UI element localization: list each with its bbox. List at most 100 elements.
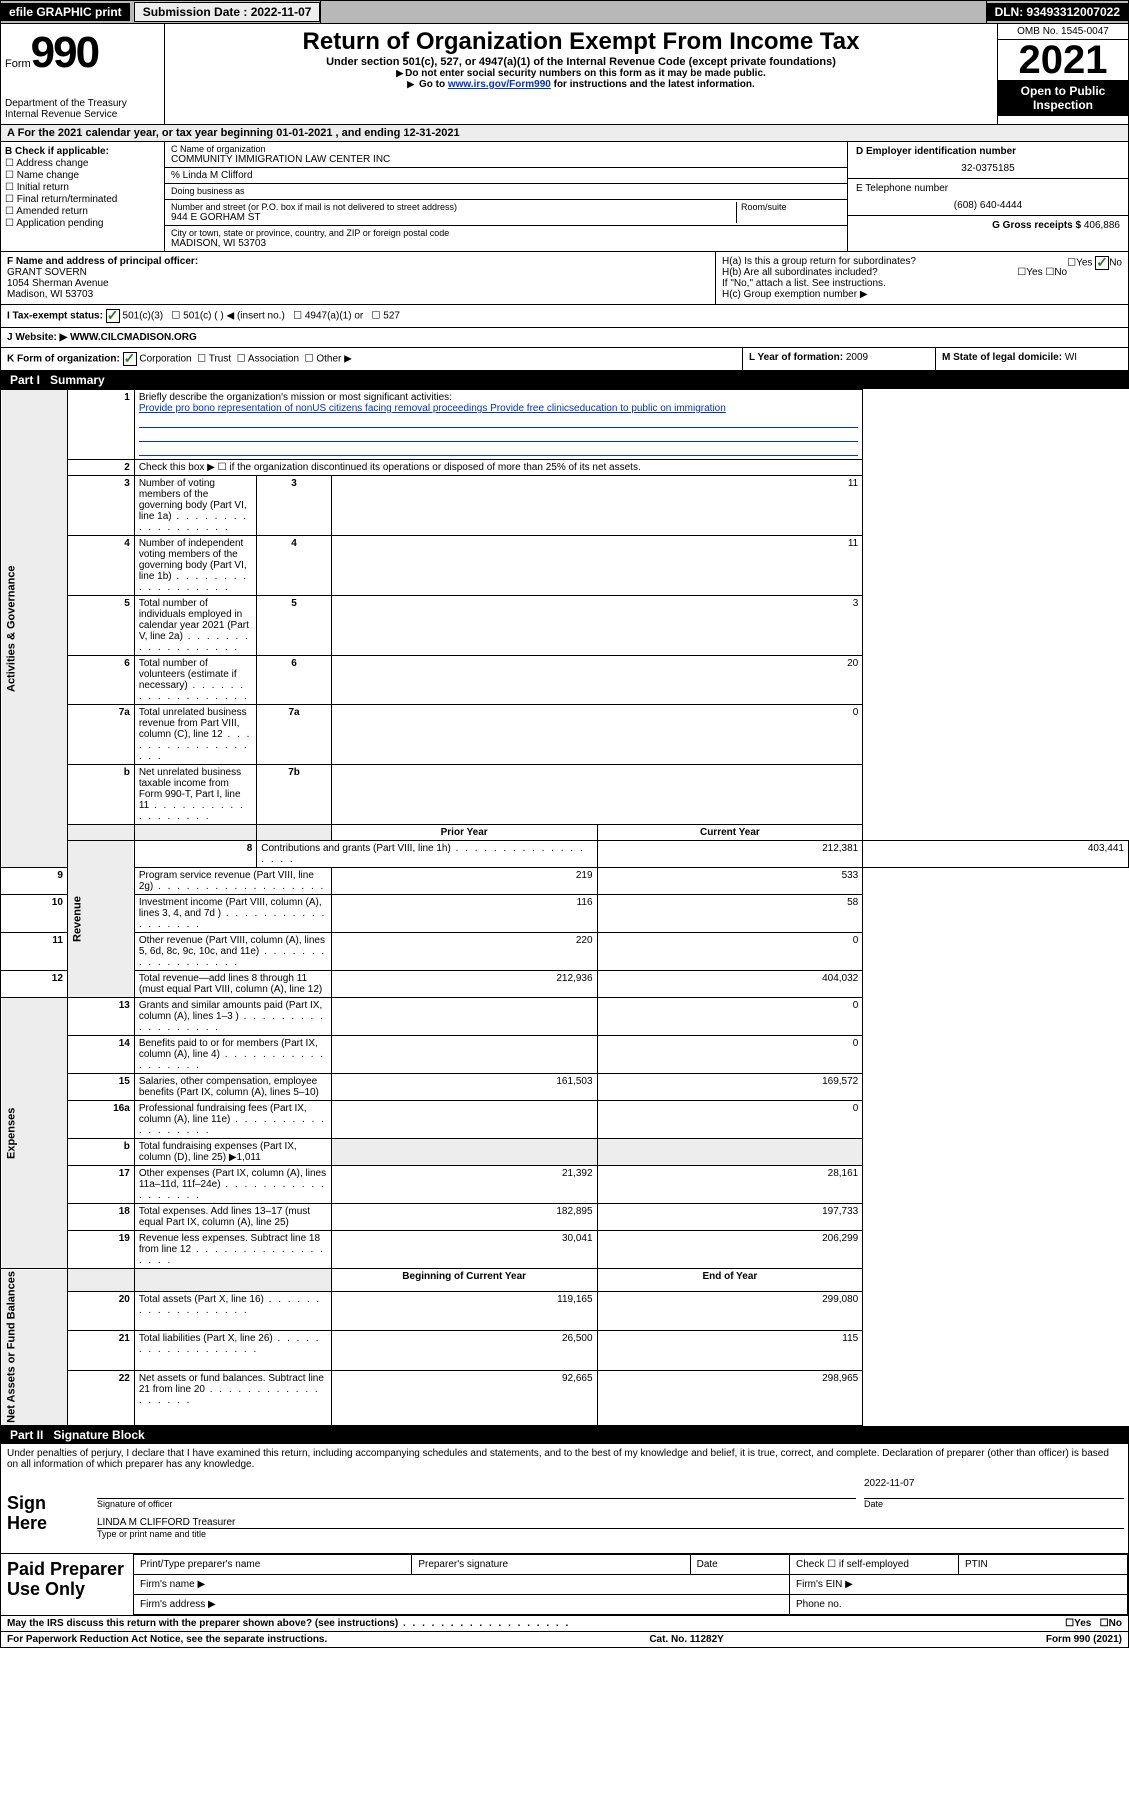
- form-subtitle-1: Under section 501(c), 527, or 4947(a)(1)…: [169, 56, 993, 68]
- blank-line-2: [139, 429, 858, 442]
- dba: Doing business as: [165, 184, 847, 200]
- form-title: Return of Organization Exempt From Incom…: [169, 28, 993, 56]
- g-val: 406,886: [1084, 220, 1120, 231]
- j-label: J Website: ▶: [7, 332, 67, 343]
- prep-h2: Preparer's signature: [412, 1555, 690, 1575]
- chk-pending[interactable]: ☐ Application pending: [5, 218, 160, 229]
- efile-print-button[interactable]: efile GRAPHIC print: [1, 3, 130, 21]
- ha-no-check[interactable]: [1095, 256, 1109, 270]
- side-net: Net Assets or Fund Balances: [1, 1269, 68, 1426]
- header-right: OMB No. 1545-0047 2021 Open to Public In…: [997, 24, 1128, 124]
- row-7a: 7aTotal unrelated business revenue from …: [1, 705, 1129, 765]
- side-ag: Activities & Governance: [1, 390, 68, 868]
- sig-line[interactable]: [97, 1478, 856, 1499]
- box-e: E Telephone number (608) 640-4444: [848, 179, 1128, 216]
- phone-val: (608) 640-4444: [856, 200, 1120, 211]
- line-i: I Tax-exempt status: 501(c)(3) ☐ 501(c) …: [0, 305, 1129, 328]
- q1-label: Briefly describe the organization's miss…: [139, 392, 858, 403]
- name-label: Type or print name and title: [97, 1529, 1124, 1539]
- room-suite: Room/suite: [736, 202, 841, 223]
- header: Form990 Department of the Treasury Inter…: [0, 24, 1129, 125]
- col-mid: C Name of organization COMMUNITY IMMIGRA…: [165, 142, 847, 251]
- chk-initial[interactable]: ☐ Initial return: [5, 182, 160, 193]
- e-label: E Telephone number: [856, 183, 1120, 194]
- sign-here-block: Sign Here Signature of officer 2022-11-0…: [0, 1474, 1129, 1555]
- footer-row: For Paperwork Reduction Act Notice, see …: [0, 1632, 1129, 1648]
- sign-right: Signature of officer 2022-11-07 Date LIN…: [93, 1474, 1128, 1554]
- part-i-num: Part I: [10, 373, 50, 387]
- form-word: Form: [5, 58, 31, 70]
- year-header: Prior YearCurrent Year: [1, 825, 1129, 841]
- chk-amended[interactable]: ☐ Amended return: [5, 206, 160, 217]
- city-row: City or town, state or province, country…: [165, 226, 847, 251]
- submission-date-button[interactable]: Submission Date : 2022-11-07: [134, 2, 321, 22]
- side-rev: Revenue: [67, 841, 134, 998]
- form-990-num: 990: [31, 28, 98, 77]
- chk-address[interactable]: ☐ Address change: [5, 158, 160, 169]
- k-corp-check[interactable]: [123, 352, 137, 366]
- chk-name[interactable]: ☐ Name change: [5, 170, 160, 181]
- box-h: H(a) Is this a group return for subordin…: [715, 252, 1128, 304]
- col-right: D Employer identification number 32-0375…: [847, 142, 1128, 251]
- d-label: D Employer identification number: [856, 146, 1120, 157]
- dln-label: DLN: 93493312007022: [987, 3, 1128, 21]
- row-6: 6Total number of volunteers (estimate if…: [1, 656, 1129, 705]
- form-number: Form990: [5, 28, 160, 78]
- tax-year: 2021: [998, 40, 1128, 80]
- q1-cell: Briefly describe the organization's miss…: [134, 390, 862, 460]
- form-subtitle-3: Go to www.irs.gov/Form990 for instructio…: [169, 79, 993, 90]
- line-a-text: For the 2021 calendar year, or tax year …: [18, 127, 460, 139]
- box-d: D Employer identification number 32-0375…: [848, 142, 1128, 179]
- fh-row: F Name and address of principal officer:…: [0, 252, 1129, 305]
- prep-h4: Check ☐ if self-employed: [790, 1555, 959, 1575]
- chk-final[interactable]: ☐ Final return/terminated: [5, 194, 160, 205]
- k-label: K Form of organization:: [7, 354, 120, 365]
- sub3-pre: Go to: [419, 79, 448, 90]
- blank-line-1: [139, 415, 858, 428]
- city-label: City or town, state or province, country…: [171, 228, 841, 238]
- street-val: 944 E GORHAM ST: [171, 212, 736, 223]
- row-4: 4Number of independent voting members of…: [1, 536, 1129, 596]
- public-inspection: Open to Public Inspection: [998, 80, 1128, 116]
- penalty-text: Under penalties of perjury, I declare th…: [0, 1444, 1129, 1474]
- line-a: A For the 2021 calendar year, or tax yea…: [0, 125, 1129, 142]
- q2: Check this box ▶ ☐ if the organization d…: [134, 460, 862, 476]
- c-label: C Name of organization: [171, 144, 841, 154]
- hb: H(b) Are all subordinates included? ☐Yes…: [722, 267, 1122, 278]
- irs-link[interactable]: www.irs.gov/Form990: [448, 79, 551, 90]
- discuss-yn: ☐Yes ☐No: [1065, 1618, 1122, 1629]
- hb-note: If "No," attach a list. See instructions…: [722, 278, 1122, 289]
- row-5: 5Total number of individuals employed in…: [1, 596, 1129, 656]
- dept-label: Department of the Treasury Internal Reve…: [5, 98, 160, 120]
- ha: H(a) Is this a group return for subordin…: [722, 256, 1122, 267]
- street-label: Number and street (or P.O. box if mail i…: [171, 202, 736, 212]
- preparer-block: Paid Preparer Use Only Print/Type prepar…: [0, 1554, 1129, 1616]
- summary-table: Activities & Governance 1 Briefly descri…: [0, 389, 1129, 1426]
- k-cell: K Form of organization: Corporation ☐ Tr…: [1, 348, 742, 370]
- date-val: 2022-11-07: [864, 1478, 1124, 1499]
- q1-text: Provide pro bono representation of nonUS…: [139, 403, 858, 414]
- prep-h3: Date: [690, 1555, 789, 1575]
- col-b: B Check if applicable: ☐ Address change …: [1, 142, 165, 251]
- g-label: G Gross receipts $: [992, 220, 1081, 231]
- form-tag: Form 990 (2021): [1046, 1634, 1122, 1645]
- firm-phone: Phone no.: [790, 1595, 1128, 1615]
- prep-h5: PTIN: [958, 1555, 1127, 1575]
- website-val: WWW.CILCMADISON.ORG: [70, 332, 197, 343]
- part-ii-title: Signature Block: [53, 1428, 144, 1442]
- top-bar-spacer: [320, 1, 986, 23]
- l-cell: L Year of formation: 2009: [742, 348, 935, 370]
- row-3: 3Number of voting members of the governi…: [1, 476, 1129, 536]
- firm-name: Firm's name ▶: [134, 1575, 790, 1595]
- f-name: GRANT SOVERN: [7, 267, 709, 278]
- form-990-page: efile GRAPHIC print Submission Date : 20…: [0, 0, 1129, 1648]
- f-addr2: Madison, WI 53703: [7, 289, 709, 300]
- tax-501c3-check[interactable]: [106, 309, 120, 323]
- line-k: K Form of organization: Corporation ☐ Tr…: [0, 348, 1129, 371]
- sub3-post: for instructions and the latest informat…: [551, 79, 755, 90]
- firm-ein: Firm's EIN ▶: [790, 1575, 1128, 1595]
- paperwork-notice: For Paperwork Reduction Act Notice, see …: [7, 1634, 327, 1645]
- side-exp: Expenses: [1, 998, 68, 1269]
- blank-line-3: [139, 443, 858, 456]
- i-label: I Tax-exempt status:: [7, 311, 103, 322]
